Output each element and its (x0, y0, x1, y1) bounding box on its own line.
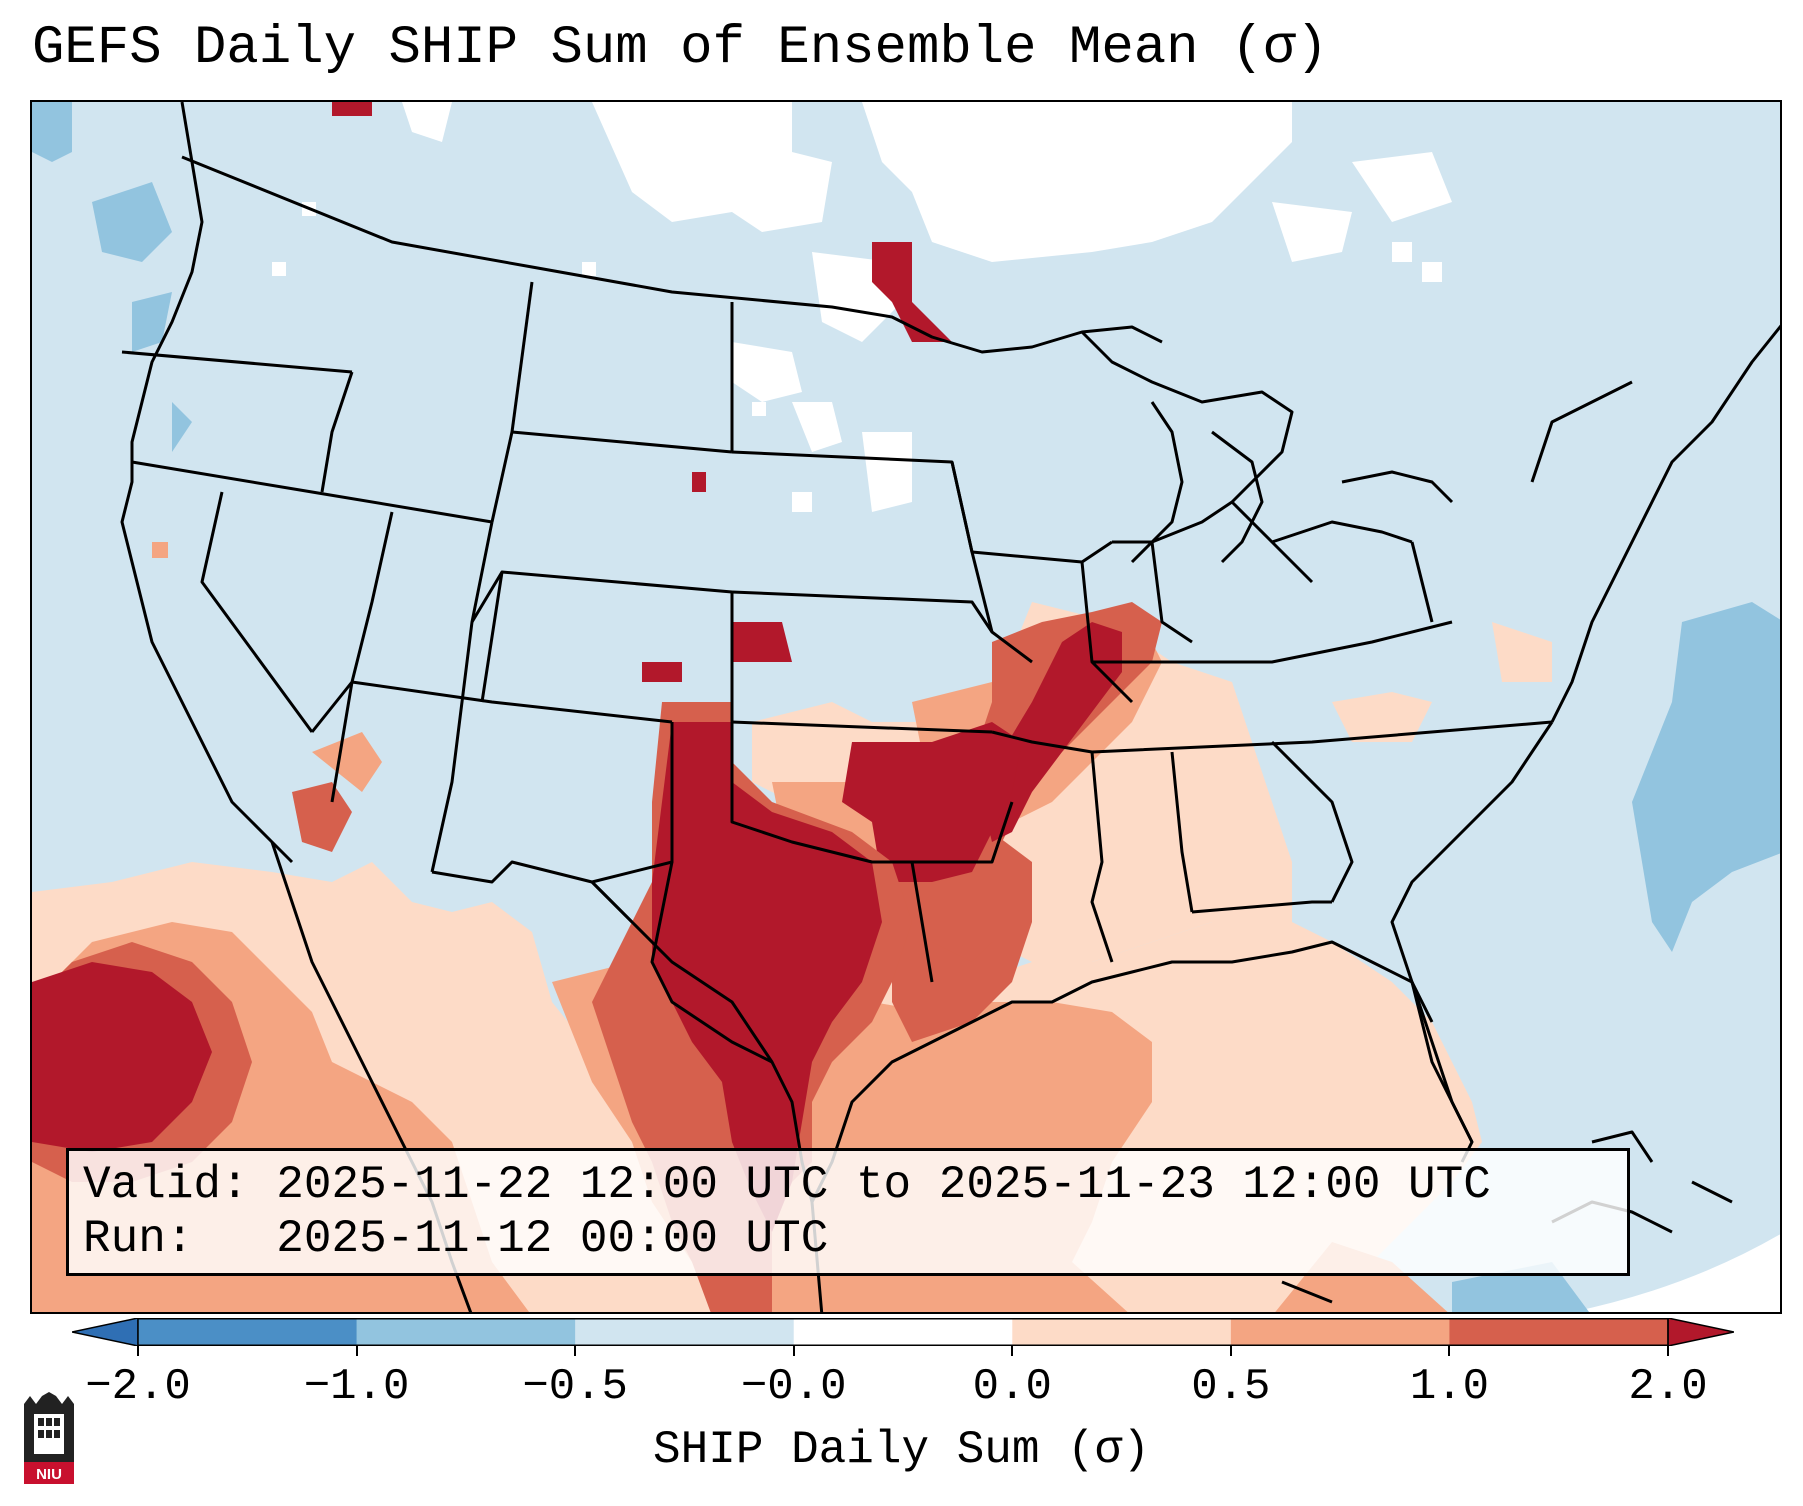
colorbar-bin (793, 1318, 1013, 1346)
colorbar-tick-label: 0.0 (972, 1362, 1052, 1412)
colorbar-tick-mark (1229, 1346, 1232, 1356)
colorbar-bin (1449, 1318, 1669, 1346)
run-time: 2025-11-12 00:00 UTC (276, 1213, 829, 1265)
colorbar-tick-label: −0.5 (522, 1362, 628, 1412)
colorbar-outline (137, 1318, 1669, 1346)
colorbar-bin (1012, 1318, 1232, 1346)
colorbar-label: SHIP Daily Sum (σ) (653, 1424, 1150, 1476)
colorbar-tick-mark (355, 1346, 358, 1356)
valid-label: Valid: (83, 1159, 249, 1211)
map-title: GEFS Daily SHIP Sum of Ensemble Mean (σ) (32, 18, 1329, 79)
negative-anomaly-patches (32, 102, 1780, 1312)
anomaly-map (32, 102, 1780, 1312)
colorbar-tick-label: 1.0 (1409, 1362, 1490, 1412)
run-label: Run: (83, 1213, 194, 1265)
colorbar-tick-mark (1667, 1346, 1669, 1356)
colorbar-tick-label: −0.0 (740, 1362, 847, 1412)
colorbar-tick-label: −2.0 (85, 1362, 191, 1412)
niu-logo: NIU (24, 1392, 74, 1484)
colorbar-tick-mark (574, 1346, 577, 1356)
run-line: Run: 2025-11-12 00:00 UTC (83, 1213, 828, 1265)
colorbar-tick-mark (137, 1346, 139, 1356)
colorbar-bin (575, 1318, 795, 1346)
projection-corner-right (1572, 1234, 1780, 1312)
validity-info-box: Valid: 2025-11-22 12:00 UTC to 2025-11-2… (66, 1148, 1630, 1276)
colorbar (72, 1318, 1734, 1346)
map-panel (30, 100, 1782, 1314)
valid-period: 2025-11-22 12:00 UTC to 2025-11-23 12:00… (276, 1159, 1491, 1211)
colorbar-tick-mark (1448, 1346, 1451, 1356)
colorbar-bin (138, 1318, 358, 1346)
colorbar-extend-low (72, 1318, 139, 1346)
colorbar-bin (356, 1318, 576, 1346)
colorbar-tick-mark (792, 1346, 795, 1356)
colorbar-tick-label: 0.5 (1191, 1362, 1271, 1412)
colorbar-tick-label: 2.0 (1628, 1362, 1708, 1412)
neutral-patches (272, 102, 1452, 512)
valid-line: Valid: 2025-11-22 12:00 UTC to 2025-11-2… (83, 1159, 1491, 1211)
colorbar-tick-mark (1011, 1346, 1014, 1356)
colorbar-bin (1230, 1318, 1450, 1346)
colorbar-tick-label: −1.0 (303, 1362, 410, 1412)
colorbar-extend-high (1667, 1318, 1734, 1346)
logo-text: NIU (36, 1466, 62, 1483)
